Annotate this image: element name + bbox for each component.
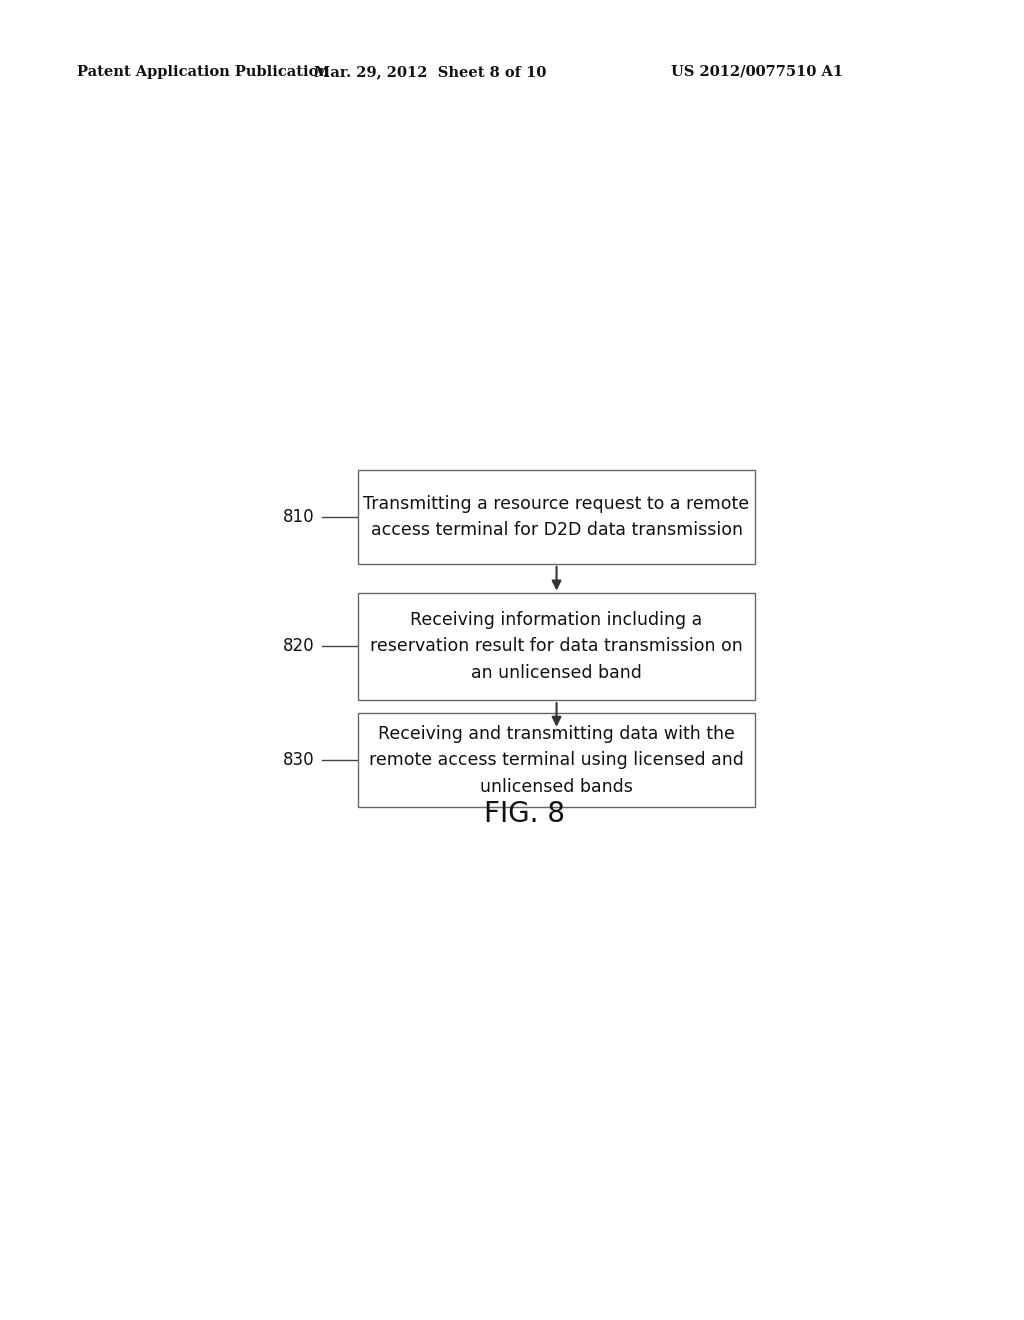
Text: 810: 810: [283, 508, 314, 527]
Text: 820: 820: [283, 638, 314, 655]
FancyBboxPatch shape: [358, 713, 755, 807]
Text: US 2012/0077510 A1: US 2012/0077510 A1: [671, 65, 843, 79]
Text: Receiving information including a
reservation result for data transmission on
an: Receiving information including a reserv…: [370, 611, 743, 681]
Text: FIG. 8: FIG. 8: [484, 800, 565, 828]
Text: Receiving and transmitting data with the
remote access terminal using licensed a: Receiving and transmitting data with the…: [369, 725, 744, 796]
Text: 830: 830: [283, 751, 314, 770]
Text: Mar. 29, 2012  Sheet 8 of 10: Mar. 29, 2012 Sheet 8 of 10: [314, 65, 546, 79]
Text: Transmitting a resource request to a remote
access terminal for D2D data transmi: Transmitting a resource request to a rem…: [364, 495, 750, 540]
FancyBboxPatch shape: [358, 470, 755, 564]
Text: Patent Application Publication: Patent Application Publication: [77, 65, 329, 79]
FancyBboxPatch shape: [358, 593, 755, 700]
